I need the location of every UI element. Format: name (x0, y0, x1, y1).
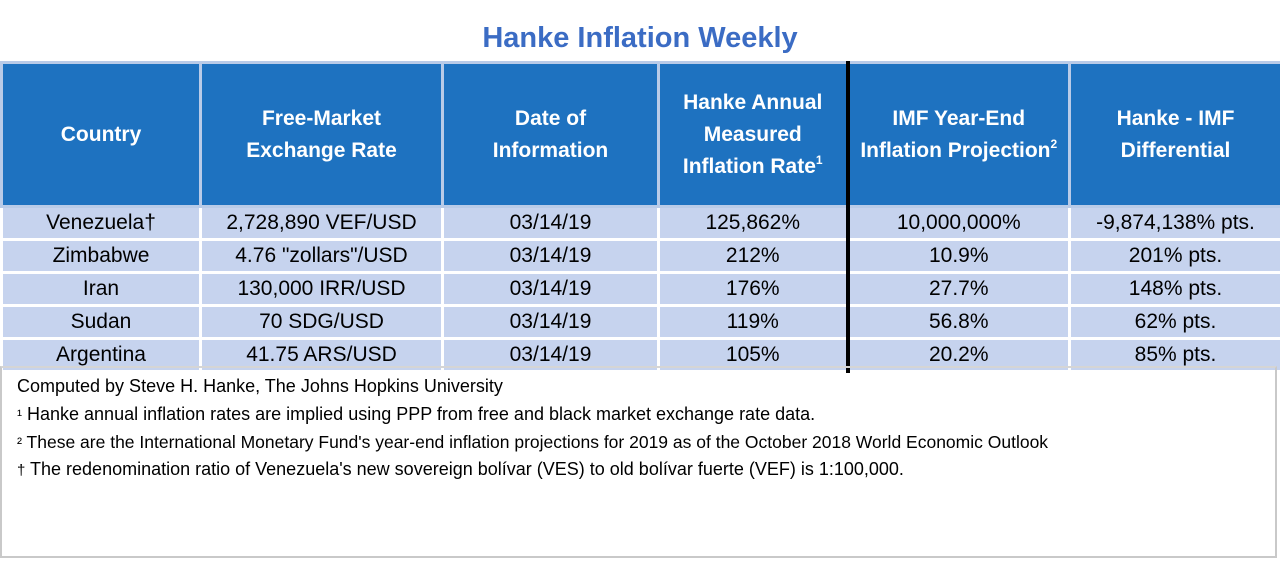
header-date: Date of Information (441, 61, 660, 208)
footnote-3-marker: † (17, 462, 26, 479)
footnote-1: ¹ Hanke annual inflation rates are impli… (17, 404, 815, 425)
cell-country: Iran (0, 271, 202, 307)
header-country: Country (0, 61, 202, 208)
table-row: Zimbabwe 4.76 "zollars"/USD 03/14/19 212… (0, 238, 1280, 274)
cell-imf-projection: 10.9% (845, 238, 1071, 274)
footnote-2-mark: 2 (1050, 136, 1058, 151)
cell-differential: 62% pts. (1068, 304, 1280, 340)
cell-hanke-rate: 212% (657, 238, 849, 274)
header-row: Country Free-Market Exchange Rate Date of… (0, 61, 1280, 208)
cell-imf-projection: 10,000,000% (845, 205, 1071, 241)
footnote-2-text: These are the International Monetary Fun… (22, 432, 1049, 452)
credit-line: Computed by Steve H. Hanke, The Johns Ho… (17, 376, 503, 396)
cell-differential: 148% pts. (1068, 271, 1280, 307)
cell-exchange-rate: 130,000 IRR/USD (199, 271, 444, 307)
table-row: Sudan 70 SDG/USD 03/14/19 119% 56.8% 62%… (0, 304, 1280, 340)
cell-hanke-rate: 125,862% (657, 205, 849, 241)
cell-imf-projection: 27.7% (845, 271, 1071, 307)
header-imf-projection: IMF Year-End Inflation Projection2 (845, 61, 1071, 208)
header-exchange-rate: Free-Market Exchange Rate (199, 61, 444, 208)
cell-differential: -9,874,138% pts. (1068, 205, 1280, 241)
cell-hanke-rate: 176% (657, 271, 849, 307)
cell-exchange-rate: 70 SDG/USD (199, 304, 444, 340)
cell-imf-projection: 56.8% (845, 304, 1071, 340)
cell-hanke-rate: 119% (657, 304, 849, 340)
footnote-1-text: Hanke annual inflation rates are implied… (22, 404, 816, 424)
footnote-1-mark: 1 (815, 152, 823, 167)
footnote-2-marker: ² (17, 435, 22, 452)
footnote-3: † The redenomination ratio of Venezuela'… (17, 459, 904, 480)
footnote-2: ² These are the International Monetary F… (17, 432, 1048, 453)
table-row: Iran 130,000 IRR/USD 03/14/19 176% 27.7%… (0, 271, 1280, 307)
cell-date: 03/14/19 (441, 238, 660, 274)
page-title: Hanke Inflation Weekly (482, 22, 798, 54)
cell-differential: 201% pts. (1068, 238, 1280, 274)
cell-country: Zimbabwe (0, 238, 202, 274)
cell-date: 03/14/19 (441, 271, 660, 307)
footnote-3-text: The redenomination ratio of Venezuela's … (25, 459, 904, 479)
inflation-table: Country Free-Market Exchange Rate Date of… (0, 61, 1280, 373)
cell-country: Venezuela† (0, 205, 202, 241)
cell-exchange-rate: 4.76 "zollars"/USD (199, 238, 444, 274)
cell-country: Sudan (0, 304, 202, 340)
cell-date: 03/14/19 (441, 304, 660, 340)
footnote-1-marker: ¹ (17, 407, 22, 424)
header-hanke-rate: Hanke Annual Measured Inflation Rate1 (657, 61, 849, 208)
table-row: Venezuela† 2,728,890 VEF/USD 03/14/19 12… (0, 205, 1280, 241)
cell-date: 03/14/19 (441, 205, 660, 241)
notes-box: Computed by Steve H. Hanke, The Johns Ho… (0, 366, 1277, 558)
header-differential: Hanke - IMF Differential (1068, 61, 1280, 208)
cell-exchange-rate: 2,728,890 VEF/USD (199, 205, 444, 241)
